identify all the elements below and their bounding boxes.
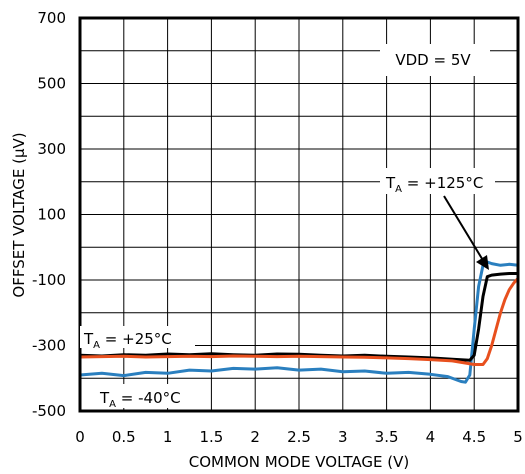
svg-text:TA = -40°C: TA = -40°C [99,389,181,410]
x-tick-label: 1.5 [199,428,223,446]
x-tick-label: 0.5 [112,428,136,446]
label-25c: TA = +25°C [80,326,195,351]
x-tick-labels: 0 0.5 1 1.5 2 2.5 3 3.5 4 4.5 5 [75,428,523,446]
svg-text:TA = +125°C: TA = +125°C [385,174,483,195]
x-tick-label: 1 [163,428,173,446]
label-125c: TA = +125°C [380,168,495,195]
x-tick-label: 3 [338,428,348,446]
x-tick-label: 5 [513,428,523,446]
y-tick-label: 300 [37,140,66,158]
x-tick-label: 3.5 [375,428,399,446]
label-minus40c: TA = -40°C [96,384,206,410]
y-tick-label: -500 [32,402,66,420]
x-tick-label: 2.5 [287,428,311,446]
y-axis-title: OFFSET VOLTAGE (µV) [10,132,28,297]
svg-text:TA = +25°C: TA = +25°C [83,330,172,351]
vdd-label: VDD = 5V [395,51,471,69]
label-arrow [443,195,489,270]
y-tick-label: 700 [37,9,66,27]
y-tick-labels: 700 500 300 100 -100 -300 -500 [32,9,66,420]
x-tick-label: 4 [426,428,436,446]
y-tick-label: 100 [37,206,66,224]
plot-frame [78,16,520,413]
x-tick-label: 2 [250,428,260,446]
vdd-label-box [380,44,490,76]
x-tick-label: 0 [75,428,85,446]
grid-lines [80,18,518,411]
y-tick-label: 500 [37,75,66,93]
y-tick-label: -100 [32,271,66,289]
series-line-25c [79,272,518,362]
x-axis-title: COMMON MODE VOLTAGE (V) [189,453,409,471]
y-tick-label: -300 [32,337,66,355]
series-line-125c [79,277,520,366]
x-tick-label: 4.5 [462,428,486,446]
